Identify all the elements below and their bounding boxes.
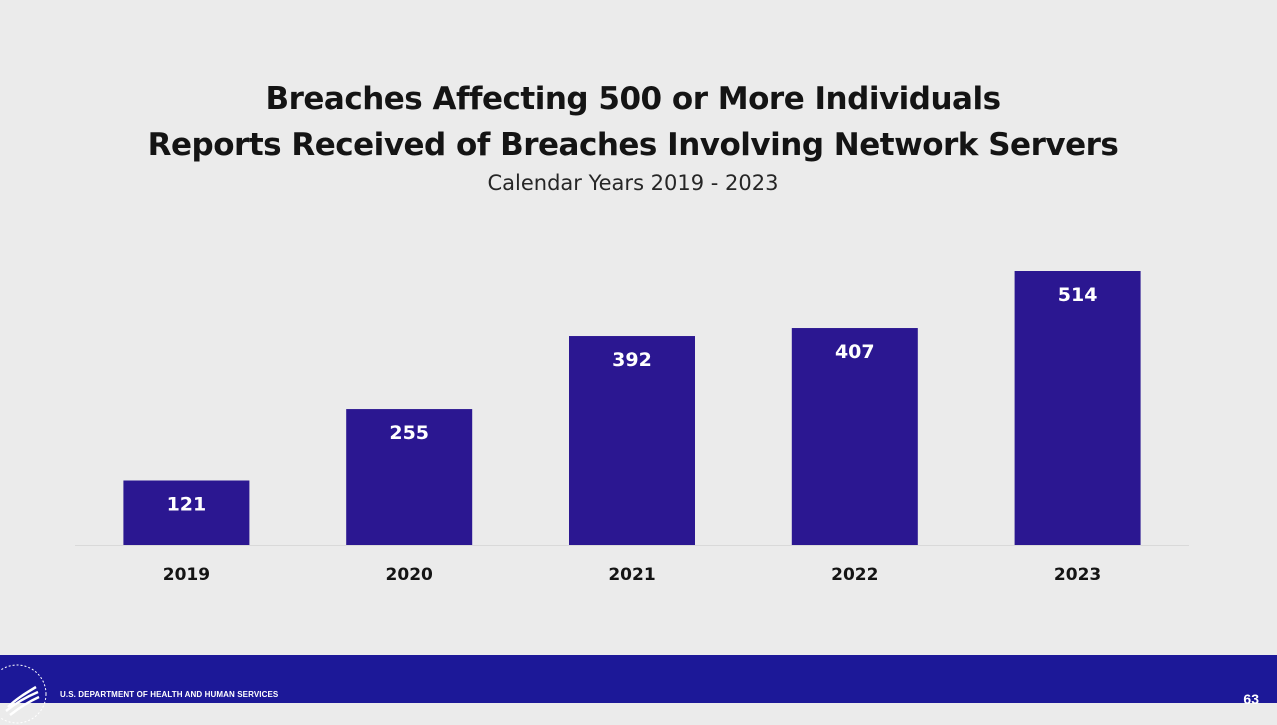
- chart-title-second-line: Reports Received of Breaches Involving N…: [147, 127, 1119, 163]
- x-tick-label-2019: 2019: [163, 565, 210, 585]
- org-name: U.S. DEPARTMENT OF HEALTH AND HUMAN SERV…: [60, 690, 279, 699]
- slide: Breaches Affecting 500 or More Individua…: [0, 76, 1277, 724]
- x-tick-label-2020: 2020: [386, 565, 433, 585]
- footer-bar: U.S. DEPARTMENT OF HEALTH AND HUMAN SERV…: [0, 655, 1277, 724]
- bar-2021: [569, 336, 695, 545]
- data-label-2021: 392: [612, 349, 652, 371]
- bar-chart: 121 2019 255 2020 392 2021 407 2022 514 2023: [75, 271, 1189, 585]
- x-tick-label-2022: 2022: [831, 565, 878, 585]
- x-tick-label-2023: 2023: [1054, 565, 1101, 585]
- bar-2019: [123, 480, 250, 545]
- page-number: 63: [1243, 691, 1259, 707]
- title-block: Breaches Affecting 500 or More Individua…: [0, 76, 1266, 198]
- bar-2022: [791, 328, 918, 545]
- data-label-2020: 255: [389, 422, 429, 444]
- bar-2020: [346, 409, 473, 545]
- hhs-eagle-seal-icon: [0, 664, 47, 724]
- data-label-2019: 121: [167, 493, 207, 515]
- bar-2023: [1014, 271, 1141, 545]
- data-label-2022: 407: [835, 341, 875, 363]
- x-tick-label-2021: 2021: [608, 565, 655, 585]
- data-label-2023: 514: [1058, 284, 1098, 306]
- chart-subtitle: Calendar Years 2019 - 2023: [487, 171, 779, 195]
- chart-title: Breaches Affecting 500 or More Individua…: [265, 81, 1001, 117]
